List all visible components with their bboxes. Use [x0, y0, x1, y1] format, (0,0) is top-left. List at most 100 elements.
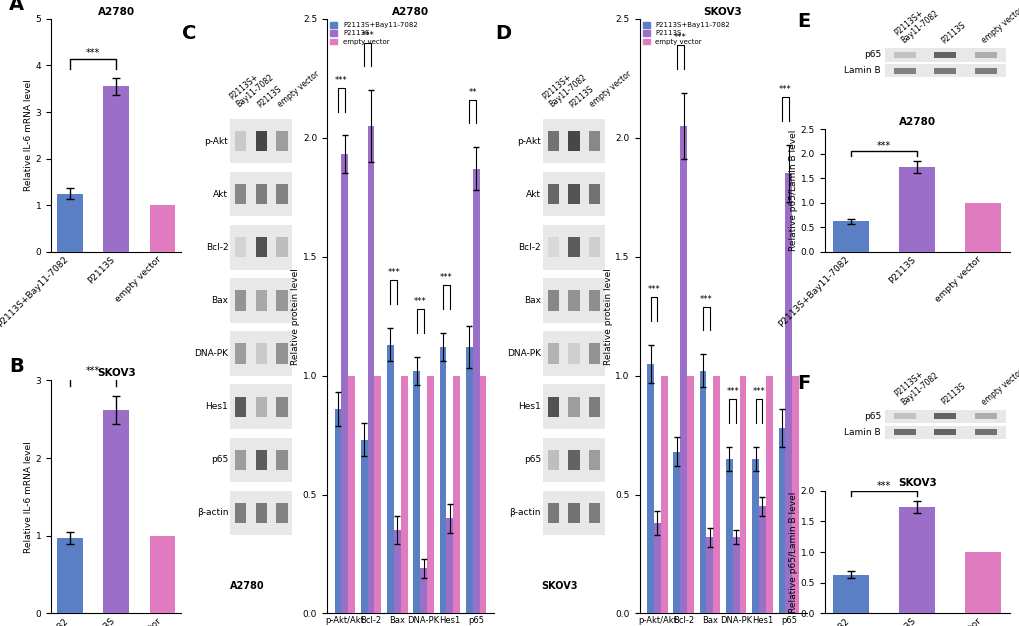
Bar [547, 237, 558, 257]
Bar [964, 203, 1001, 252]
Title: SKOV3: SKOV3 [897, 478, 935, 488]
Bar [568, 449, 579, 470]
Text: Bcl-2: Bcl-2 [518, 243, 540, 252]
Bar [964, 552, 1001, 613]
Bar [256, 397, 267, 417]
Bar [479, 376, 486, 613]
Bar [568, 503, 579, 523]
Text: C: C [182, 24, 197, 43]
Text: P2113S: P2113S [255, 84, 283, 109]
Bar [588, 397, 599, 417]
Text: p65: p65 [523, 455, 540, 464]
Title: SKOV3: SKOV3 [703, 7, 742, 17]
Bar [276, 237, 287, 257]
Text: A: A [9, 0, 24, 14]
Text: ***: *** [361, 31, 374, 39]
Bar [542, 331, 604, 376]
Bar [542, 384, 604, 429]
Y-axis label: Relative IL-6 mRNA level: Relative IL-6 mRNA level [23, 441, 33, 553]
Bar [276, 290, 287, 310]
Bar [234, 503, 247, 523]
Text: ***: *** [699, 295, 712, 304]
Text: Bax: Bax [211, 296, 228, 305]
Bar [673, 452, 680, 613]
Bar [446, 518, 452, 613]
Bar [234, 184, 247, 204]
Bar [386, 345, 393, 613]
Bar [150, 536, 175, 613]
Title: SKOV3: SKOV3 [97, 368, 136, 378]
Bar [758, 506, 765, 613]
Y-axis label: Relative IL-6 mRNA level: Relative IL-6 mRNA level [23, 80, 33, 192]
Bar [256, 503, 267, 523]
Bar [588, 344, 599, 364]
Bar [568, 184, 579, 204]
Bar [687, 376, 693, 613]
Bar [542, 172, 604, 217]
Bar [57, 538, 83, 613]
Bar [103, 86, 128, 252]
Bar [547, 131, 558, 151]
Legend: P2113S+Bay11-7082, P2113S, empty vector: P2113S+Bay11-7082, P2113S, empty vector [330, 23, 417, 44]
Y-axis label: Relative p65/Lamin B level: Relative p65/Lamin B level [788, 130, 797, 251]
Bar [230, 438, 291, 482]
Bar [542, 278, 604, 323]
Bar [653, 523, 660, 613]
Text: ***: *** [779, 85, 791, 95]
Bar [57, 193, 83, 252]
Bar [646, 364, 653, 613]
Bar [777, 428, 785, 613]
Text: p65: p65 [211, 455, 228, 464]
Bar [588, 184, 599, 204]
Bar [547, 503, 558, 523]
Text: Hes1: Hes1 [206, 403, 228, 411]
Bar [792, 376, 798, 613]
Text: p65: p65 [863, 412, 880, 421]
Text: A2780: A2780 [229, 581, 264, 591]
Bar [894, 429, 915, 435]
Text: ***: *** [414, 297, 426, 306]
Bar [884, 48, 1005, 61]
Bar [973, 68, 996, 74]
Bar [400, 376, 408, 613]
Y-axis label: Relative protein level: Relative protein level [290, 268, 300, 364]
Bar [884, 426, 1005, 439]
Text: B: B [9, 357, 24, 376]
Bar [367, 126, 374, 613]
Bar [276, 184, 287, 204]
Text: P2113S+
Bay11-7082: P2113S+ Bay11-7082 [228, 64, 275, 109]
Bar [452, 376, 460, 613]
Bar [103, 410, 128, 613]
Title: A2780: A2780 [391, 7, 429, 17]
Bar [256, 237, 267, 257]
Bar [933, 68, 956, 74]
Text: empty vector: empty vector [979, 6, 1019, 46]
Bar [427, 376, 433, 613]
Bar [884, 64, 1005, 77]
Bar [256, 131, 267, 151]
Bar [361, 440, 367, 613]
Bar [234, 237, 247, 257]
Bar [230, 384, 291, 429]
Bar [276, 503, 287, 523]
Text: ***: *** [876, 141, 891, 151]
Bar [276, 397, 287, 417]
Bar [712, 376, 719, 613]
Text: SKOV3: SKOV3 [541, 581, 577, 591]
Bar [234, 397, 247, 417]
Bar [894, 52, 915, 58]
Bar [833, 575, 868, 613]
Text: DNA-PK: DNA-PK [506, 349, 540, 358]
Bar [680, 126, 687, 613]
Bar [234, 449, 247, 470]
Bar [833, 221, 868, 252]
Bar [547, 449, 558, 470]
Bar [588, 503, 599, 523]
Bar [276, 131, 287, 151]
Bar [588, 449, 599, 470]
Bar [230, 278, 291, 323]
Bar [230, 331, 291, 376]
Bar [374, 376, 381, 613]
Bar [234, 131, 247, 151]
Bar [230, 225, 291, 270]
